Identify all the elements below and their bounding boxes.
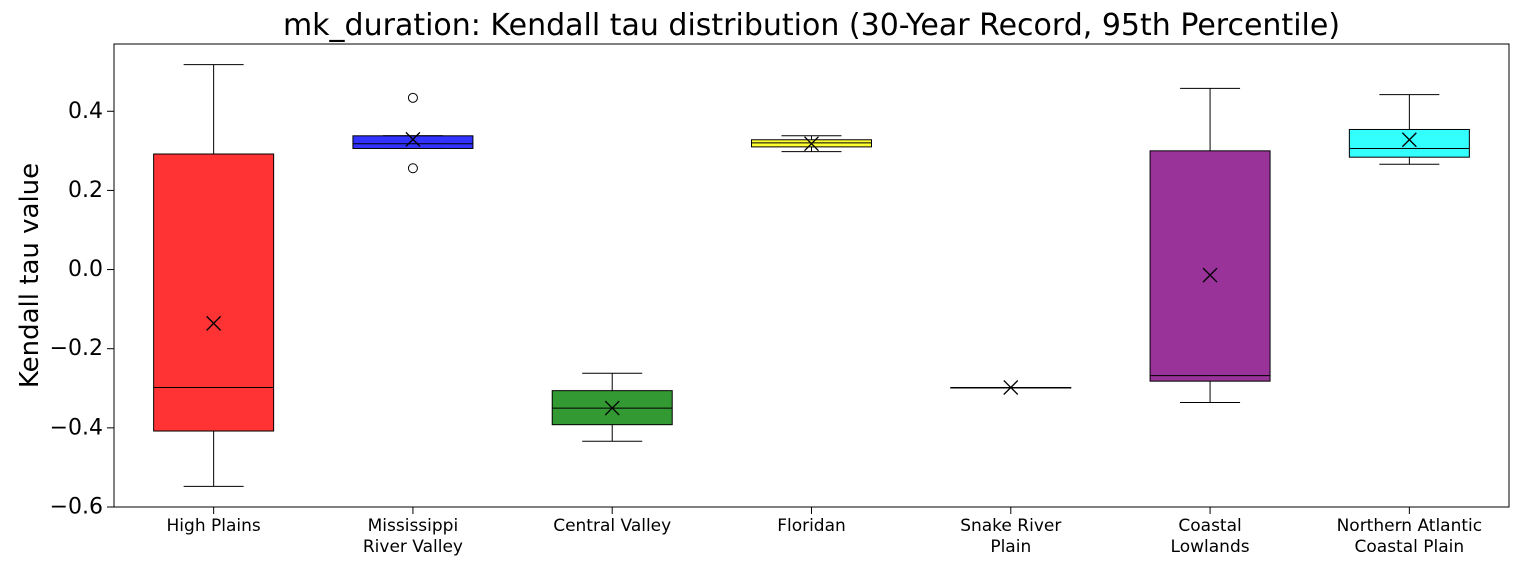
mean-marker xyxy=(1401,132,1417,148)
box-body xyxy=(153,153,275,432)
y-axis-ticks: −0.6 −0.4 −0.2 0.0 0.2 0.4 xyxy=(50,99,114,520)
box-group xyxy=(751,135,872,153)
box-group xyxy=(950,380,1072,395)
x-tick-label: Northern Atlantic xyxy=(1337,516,1483,536)
x-tick-label: Snake River xyxy=(960,516,1061,536)
y-axis-label: Kendall tau value xyxy=(15,163,45,388)
x-tick-label: Mississippi xyxy=(368,516,459,536)
plot-area-frame xyxy=(113,43,1510,508)
y-tick-label: −0.2 xyxy=(50,336,103,361)
mean-marker xyxy=(1202,267,1218,283)
chart-title: mk_duration: Kendall tau distribution (3… xyxy=(283,8,1340,43)
outlier-point xyxy=(407,92,418,103)
mean-marker xyxy=(804,136,819,152)
x-tick-label: Coastal xyxy=(1178,516,1241,536)
x-tick-label: River Valley xyxy=(363,537,463,557)
x-tick-label: Lowlands xyxy=(1171,537,1250,557)
mean-marker xyxy=(1003,380,1019,395)
box-body xyxy=(1348,128,1470,158)
x-tick-label: Coastal Plain xyxy=(1355,537,1465,557)
box-group xyxy=(352,92,474,174)
mean-marker xyxy=(604,400,620,416)
y-tick-label: −0.6 xyxy=(50,495,103,520)
mean-marker xyxy=(405,131,421,147)
box-group xyxy=(551,372,673,442)
y-tick-label: −0.4 xyxy=(50,415,103,440)
y-tick-label: 0.0 xyxy=(68,257,103,282)
x-tick-label: Plain xyxy=(990,537,1031,557)
y-tick-label: 0.2 xyxy=(68,178,103,203)
x-tick-label: High Plains xyxy=(167,516,261,536)
x-tick-label: Central Valley xyxy=(553,516,671,536)
box-group xyxy=(153,64,275,487)
boxes-layer xyxy=(153,64,1470,487)
box-group xyxy=(1149,87,1271,404)
y-tick-label: 0.4 xyxy=(68,99,103,124)
x-tick-label: Floridan xyxy=(777,516,846,536)
box-body xyxy=(1149,150,1271,382)
outlier-point xyxy=(407,163,418,174)
box-group xyxy=(1348,94,1470,165)
mean-marker xyxy=(206,315,222,331)
box-body xyxy=(352,135,474,149)
